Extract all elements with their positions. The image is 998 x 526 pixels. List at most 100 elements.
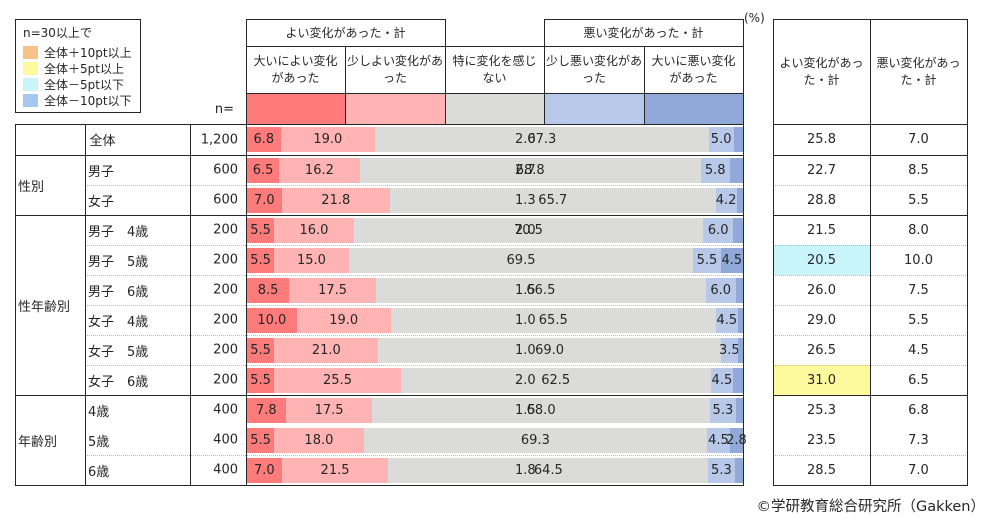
subheader-1: 少しよい変化があった	[347, 54, 444, 85]
bad-total-cell: 8.5	[908, 162, 929, 178]
segment-value: 7.0	[254, 193, 275, 208]
stacked-bar: 8.5 17.5 66.5 6.0	[247, 278, 743, 303]
dotted-separator	[85, 185, 744, 186]
segment-value: 66.5	[526, 283, 556, 298]
dotted-separator	[85, 305, 744, 306]
bar-segment: 25.5	[274, 368, 401, 393]
segment-value: 5.5	[696, 253, 718, 268]
segment-value: 5.5	[250, 253, 271, 268]
bar-segment: 5.3	[709, 398, 737, 423]
bad-total-cell: 5.5	[908, 312, 929, 328]
right-header-bad-total: 悪い変化があった・計	[876, 56, 961, 87]
bar-segment: 21.5	[281, 458, 389, 483]
table-row: 男子 600 6.5 16.2 68.8 5.8 2.7 22.7 8.5	[15, 155, 968, 185]
segment-value-outside: 2.0	[515, 222, 536, 238]
bad-total-cell: 7.0	[908, 132, 929, 147]
segment-value: 7.0	[254, 463, 275, 478]
solid-line	[15, 155, 744, 156]
segment-value: 5.5	[250, 343, 271, 358]
solid-line	[773, 485, 968, 486]
table-row: 4歳 400 7.8 17.5 68.0 5.3 1.5 25.3 6.8	[15, 395, 968, 425]
bad-total-cell: 7.3	[908, 432, 929, 448]
segment-value: 67.3	[527, 132, 557, 147]
n-equals-label: n=	[214, 102, 234, 117]
segment-value: 4.5	[711, 373, 733, 388]
copyright-label: ©学研教育総合研究所（Gakken）	[756, 499, 985, 515]
bad-total-cell: 7.5	[908, 282, 929, 298]
segment-value: 16.2	[304, 163, 334, 178]
subheader-0: 大いによい変化があった	[253, 54, 338, 85]
bar-segment: 5.5	[247, 218, 275, 243]
vertical-line	[85, 124, 86, 485]
table-row: 男子 4歳 200 5.5 16.0 70.5 6.0 2.0 21.5 8.0	[15, 215, 968, 245]
bar-segment: 6.5	[247, 158, 280, 183]
bad-total-cell: 6.5	[908, 372, 929, 388]
segment-value-outside: 1.5	[515, 282, 536, 298]
segment-value-outside: 2.7	[515, 162, 536, 178]
segment-value: 69.0	[535, 343, 565, 358]
vertical-line	[345, 46, 346, 124]
legend-box: n=30以上で 全体＋10pt以上 全体＋5pt以上 全体－5pt以下 全体－10pt…	[15, 19, 141, 113]
solid-line	[246, 46, 743, 47]
bad-total-cell: 6.8	[908, 402, 929, 418]
segment-value: 25.5	[323, 373, 352, 388]
segment-value: 70.5	[513, 223, 543, 238]
bar-segment	[729, 158, 743, 183]
bar-segment: 21.8	[281, 188, 390, 213]
plus5-color-chip	[23, 61, 38, 75]
stacked-bar: 5.5 21.0 69.0 3.5	[247, 338, 743, 363]
vertical-line	[544, 19, 545, 124]
bar-segment	[733, 368, 743, 393]
good-total-cell: 28.5	[807, 462, 836, 478]
segment-value: 7.8	[256, 403, 277, 418]
segment-value-outside: 2.0	[515, 132, 536, 147]
segment-value: 4.2	[715, 193, 737, 208]
segment-value: 5.5	[250, 223, 271, 238]
bar-segment: 66.5	[375, 278, 706, 303]
stacked-bar: 5.5 15.0 69.5 5.5 4.5	[247, 248, 743, 273]
dotted-separator	[85, 245, 744, 246]
stacked-bar: 7.0 21.8 65.7 4.2	[247, 188, 743, 213]
segment-value: 69.3	[520, 433, 550, 448]
bar-segment: 7.0	[247, 188, 282, 213]
segment-value: 19.0	[313, 132, 343, 147]
vertical-line	[967, 19, 968, 485]
bar-segment: 5.8	[700, 158, 730, 183]
segment-value: 64.5	[533, 463, 563, 478]
bad-total-cell: 8.0	[908, 222, 929, 238]
bar-segment: 6.0	[705, 278, 736, 303]
segment-value: 5.3	[712, 403, 734, 418]
good-total-cell: 26.0	[807, 282, 836, 298]
swatch-3	[544, 93, 644, 124]
bar-segment: 4.2	[715, 188, 737, 213]
stacked-bar: 6.5 16.2 68.8 5.8	[247, 158, 743, 183]
n-value: 400	[213, 402, 238, 418]
n-value: 200	[213, 312, 238, 328]
vertical-line	[445, 19, 446, 124]
vertical-line	[190, 124, 191, 485]
bar-segment: 16.2	[279, 158, 360, 183]
bad-total-cell: 10.0	[904, 252, 933, 268]
solid-line	[246, 93, 743, 94]
subheader-3: 少し悪い変化があった	[546, 54, 643, 85]
table-row: 女子 4歳 200 10.0 19.0 65.5 4.5 1.0 29.0 5.5	[15, 305, 968, 335]
good-total-cell: 22.7	[807, 162, 836, 178]
segment-value: 65.5	[538, 313, 568, 328]
bar-segment: 6.0	[703, 218, 734, 243]
row-label: 4歳	[88, 404, 110, 420]
bar-segment: 5.5	[247, 428, 275, 453]
segment-value: 6.8	[253, 132, 275, 147]
segment-value: 6.0	[710, 283, 731, 298]
table-row: 男子 5歳 200 5.5 15.0 69.5 5.5 4.5 20.5 10.0	[15, 245, 968, 275]
dotted-separator	[85, 455, 744, 456]
segment-value: 2.8	[726, 433, 747, 448]
good-total-cell: 31.0	[773, 365, 870, 395]
row-label: 女子 6歳	[88, 374, 149, 390]
stacked-bar: 10.0 19.0 65.5 4.5	[247, 308, 743, 333]
bar-segment: 10.0	[247, 308, 297, 333]
vertical-line	[870, 19, 871, 485]
good-total-cell: 20.5	[773, 245, 870, 275]
minus5-color-chip	[23, 77, 38, 91]
legend-item: 全体＋10pt以上	[23, 44, 140, 60]
good-total-cell: 28.8	[807, 192, 836, 208]
